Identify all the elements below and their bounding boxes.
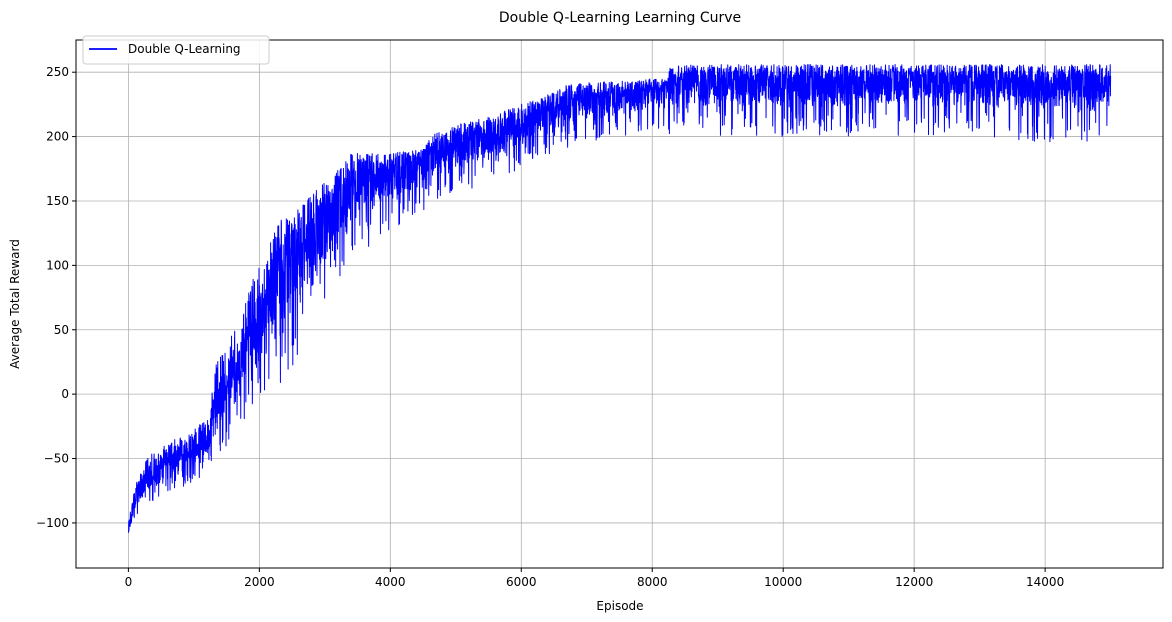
legend-label: Double Q-Learning [128, 42, 241, 56]
x-tick-label: 12000 [895, 575, 933, 589]
x-axis-ticks: 0 2000 4000 6000 8000 10000 12000 14000 [125, 568, 1064, 589]
series-line-double-q-learning [128, 63, 1112, 533]
y-tick-label: −100 [36, 516, 69, 530]
x-tick-label: 14000 [1026, 575, 1064, 589]
x-tick-label: 10000 [764, 575, 802, 589]
x-axis-label: Episode [596, 599, 643, 613]
x-tick-label: 0 [125, 575, 133, 589]
y-axis-ticks: −100 −50 0 50 100 150 200 250 [36, 65, 76, 530]
y-tick-label: −50 [44, 452, 69, 466]
y-tick-label: 0 [61, 387, 69, 401]
y-tick-label: 100 [46, 258, 69, 272]
y-axis-label: Average Total Reward [8, 239, 22, 369]
y-tick-label: 200 [46, 130, 69, 144]
series-layer [128, 63, 1112, 533]
x-tick-label: 6000 [506, 575, 537, 589]
x-tick-label: 2000 [244, 575, 275, 589]
legend-box [82, 35, 270, 65]
plot-frame [75, 39, 1164, 569]
grid-lines [76, 40, 1163, 568]
legend: Double Q-Learning [82, 35, 270, 65]
y-tick-label: 250 [46, 65, 69, 79]
y-tick-label: 50 [54, 323, 69, 337]
y-tick-label: 150 [46, 194, 69, 208]
x-tick-label: 8000 [637, 575, 668, 589]
x-tick-label: 4000 [375, 575, 406, 589]
chart-title: Double Q-Learning Learning Curve [499, 10, 741, 26]
